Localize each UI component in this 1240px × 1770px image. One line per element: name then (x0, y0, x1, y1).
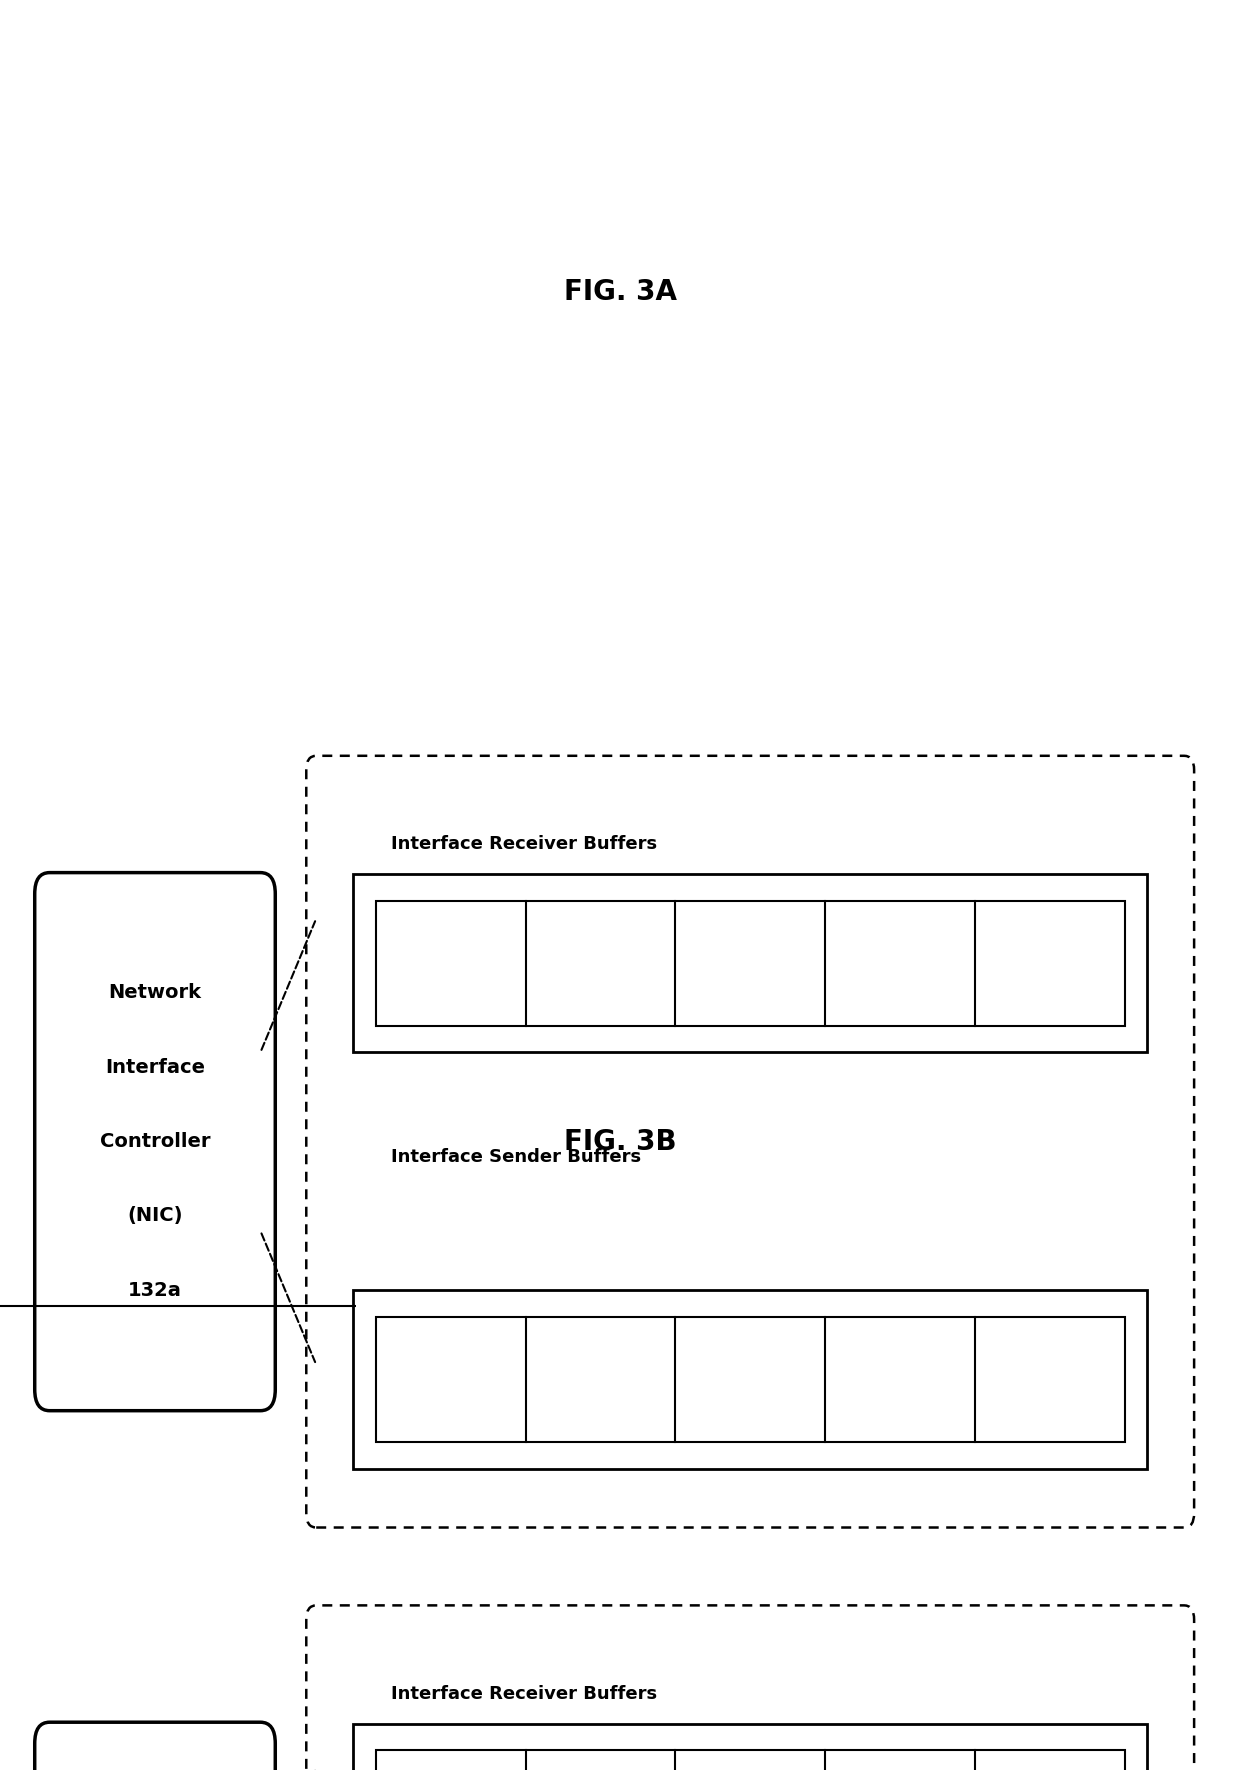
Bar (353, 874, 1147, 1053)
Text: Network: Network (109, 984, 201, 1002)
Text: FIG. 3B: FIG. 3B (564, 1127, 676, 1156)
FancyBboxPatch shape (306, 1605, 1194, 1770)
Bar (353, 1290, 1147, 1469)
Text: FIG. 3A: FIG. 3A (563, 278, 677, 306)
FancyBboxPatch shape (35, 873, 275, 1411)
Text: Controller: Controller (99, 1133, 211, 1150)
Text: Interface Receiver Buffers: Interface Receiver Buffers (391, 1685, 663, 1703)
Text: 132a: 132a (128, 1281, 182, 1299)
Bar (376, 1317, 1125, 1443)
FancyBboxPatch shape (306, 756, 1194, 1528)
Text: Interface Sender Buffers: Interface Sender Buffers (391, 1147, 647, 1165)
Text: (NIC): (NIC) (128, 1207, 182, 1225)
Bar (353, 1724, 1147, 1770)
Bar (376, 1751, 1125, 1770)
Text: Interface: Interface (105, 1058, 205, 1076)
Bar (376, 901, 1125, 1027)
FancyBboxPatch shape (35, 1722, 275, 1770)
Text: Interface Receiver Buffers: Interface Receiver Buffers (391, 835, 663, 853)
